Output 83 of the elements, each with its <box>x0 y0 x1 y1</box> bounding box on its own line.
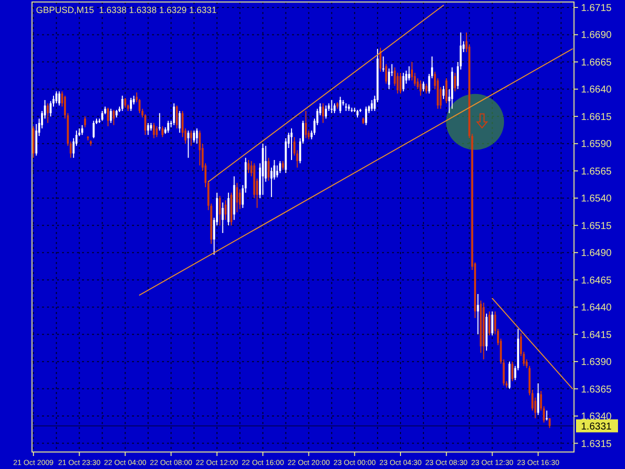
candlestick <box>339 96 342 114</box>
candlestick <box>58 90 60 106</box>
candlestick <box>400 72 402 94</box>
candlestick <box>425 83 428 94</box>
candlestick <box>92 120 95 139</box>
y-tick-label: 1.6340 <box>581 412 612 423</box>
candlestick <box>147 122 150 136</box>
y-tick-label: 1.6415 <box>581 330 612 341</box>
candlestick <box>276 164 278 178</box>
candlestick <box>101 110 104 122</box>
y-tick-label: 1.6640 <box>581 84 612 96</box>
candlestick <box>236 182 238 213</box>
candlestick <box>176 105 178 129</box>
candlestick <box>279 160 282 174</box>
candlestick <box>334 102 336 114</box>
y-tick-label: 1.6590 <box>581 139 612 150</box>
candlestick <box>121 95 124 112</box>
y-tick-label: 1.6615 <box>581 112 612 123</box>
y-tick-label: 1.6540 <box>581 194 612 205</box>
candlestick <box>365 106 368 126</box>
y-tick-label: 1.6490 <box>581 248 612 260</box>
candlestick <box>193 130 196 144</box>
candlestick <box>124 97 126 108</box>
candlestick <box>385 64 388 84</box>
candlestick <box>422 81 424 92</box>
y-tick-label: 1.6565 <box>581 166 612 178</box>
candlestick <box>454 72 456 92</box>
candlestick <box>488 310 490 336</box>
candlestick <box>152 122 155 139</box>
y-tick-label: 1.6690 <box>581 30 612 42</box>
candlestick <box>218 195 221 226</box>
candlestick <box>190 130 192 146</box>
chart-title: GBPUSD,M15 1.6338 1.6338 1.6329 1.6331 <box>36 5 217 15</box>
candlestick <box>324 105 327 120</box>
candlestick <box>304 110 307 139</box>
y-tick-label: 1.6365 <box>581 384 612 396</box>
candlestick <box>511 361 514 382</box>
y-tick-label: 1.6465 <box>581 275 612 286</box>
candlestick <box>167 120 170 134</box>
y-tick-label: 1.6440 <box>581 302 612 314</box>
candlestick <box>248 159 250 174</box>
candlestick <box>156 126 158 138</box>
y-tick-label: 1.6515 <box>581 220 612 232</box>
candlestick <box>172 102 175 126</box>
candlestick <box>55 90 58 104</box>
candlestick <box>222 202 224 234</box>
candlestick <box>408 66 410 81</box>
candlestick <box>508 361 510 390</box>
candlestick <box>330 100 333 114</box>
candlestick <box>84 116 86 128</box>
candlestick <box>46 102 49 124</box>
candlestick <box>548 418 551 429</box>
candlestick <box>106 107 109 127</box>
candlestick <box>130 97 132 112</box>
candlestick <box>476 294 479 335</box>
candlestick <box>402 72 404 92</box>
candlestick <box>178 110 181 134</box>
candlestick <box>110 108 112 124</box>
candlestick <box>187 130 190 158</box>
candlestick <box>161 126 164 138</box>
candlestick <box>382 56 384 72</box>
y-tick-label: 1.6390 <box>581 357 612 368</box>
candlestick <box>491 310 494 336</box>
candlestick <box>112 109 115 126</box>
ref-line-label: 1.6331 <box>581 421 612 432</box>
candlestick <box>322 102 324 124</box>
candlestick <box>537 382 540 416</box>
candlestick <box>546 410 548 421</box>
candlestick <box>227 192 230 226</box>
candlestick <box>388 68 390 90</box>
candlestick <box>370 100 373 112</box>
candlestick <box>81 124 84 136</box>
candlestick <box>445 78 448 104</box>
candlestick <box>379 47 382 72</box>
candlestick <box>196 128 198 144</box>
y-tick-label: 1.6315 <box>581 438 612 450</box>
candlestick <box>268 157 270 182</box>
y-tick-label: 1.6665 <box>581 57 612 68</box>
candlestick <box>442 85 445 100</box>
candlestick <box>290 128 293 160</box>
y-tick-label: 1.6715 <box>581 2 612 14</box>
candlestick <box>420 80 422 96</box>
candlestick <box>224 200 227 220</box>
